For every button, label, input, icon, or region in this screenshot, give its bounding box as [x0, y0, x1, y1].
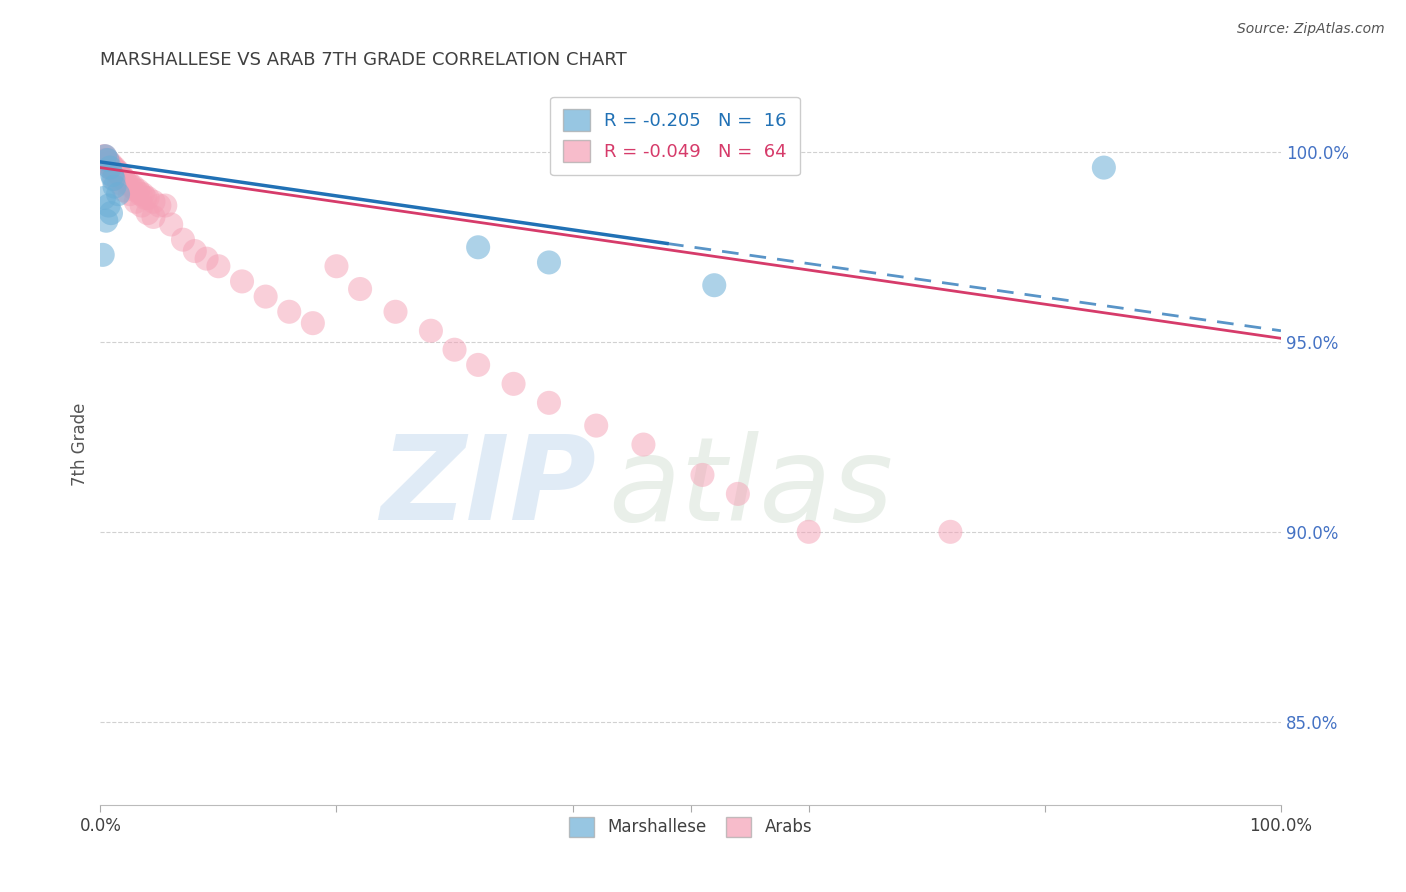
Point — [104, 164, 127, 178]
Point — [125, 183, 148, 197]
Point — [585, 418, 607, 433]
Point — [349, 282, 371, 296]
Point — [118, 176, 141, 190]
Point — [112, 172, 135, 186]
Point — [131, 198, 153, 212]
Point — [97, 157, 120, 171]
Point — [136, 191, 159, 205]
Point — [127, 183, 149, 197]
Point — [96, 213, 118, 227]
Point — [325, 259, 347, 273]
Point — [107, 187, 129, 202]
Point — [467, 358, 489, 372]
Point — [142, 210, 165, 224]
Point — [97, 198, 120, 212]
Point — [105, 164, 128, 178]
Point — [172, 233, 194, 247]
Point — [125, 194, 148, 209]
Point — [100, 157, 122, 171]
Point — [142, 194, 165, 209]
Point — [384, 305, 406, 319]
Point — [98, 157, 121, 171]
Point — [195, 252, 218, 266]
Point — [537, 255, 560, 269]
Point — [110, 168, 132, 182]
Text: Source: ZipAtlas.com: Source: ZipAtlas.com — [1237, 22, 1385, 37]
Point — [703, 278, 725, 293]
Point — [118, 187, 141, 202]
Point — [537, 396, 560, 410]
Point — [96, 153, 118, 167]
Point — [939, 524, 962, 539]
Point — [302, 316, 325, 330]
Point — [184, 244, 207, 258]
Point — [96, 157, 118, 171]
Point — [134, 191, 156, 205]
Point — [93, 149, 115, 163]
Point — [94, 149, 117, 163]
Point — [443, 343, 465, 357]
Point — [120, 179, 142, 194]
Point — [467, 240, 489, 254]
Point — [96, 153, 118, 167]
Point — [94, 153, 117, 167]
Point — [160, 218, 183, 232]
Point — [1092, 161, 1115, 175]
Point — [103, 161, 125, 175]
Point — [110, 168, 132, 182]
Point — [115, 176, 138, 190]
Point — [797, 524, 820, 539]
Point — [207, 259, 229, 273]
Legend: Marshallese, Arabs: Marshallese, Arabs — [562, 810, 820, 844]
Text: atlas: atlas — [607, 431, 893, 545]
Point — [91, 248, 114, 262]
Text: MARSHALLESE VS ARAB 7TH GRADE CORRELATION CHART: MARSHALLESE VS ARAB 7TH GRADE CORRELATIO… — [100, 51, 627, 69]
Point — [107, 164, 129, 178]
Text: ZIP: ZIP — [380, 430, 596, 545]
Point — [129, 187, 152, 202]
Point — [93, 191, 115, 205]
Point — [100, 206, 122, 220]
Point — [98, 161, 121, 175]
Point — [101, 168, 124, 182]
Point — [122, 179, 145, 194]
Point — [231, 274, 253, 288]
Point — [103, 172, 125, 186]
Point — [98, 161, 121, 175]
Point — [148, 198, 170, 212]
Point — [112, 183, 135, 197]
Point — [96, 153, 118, 167]
Point — [108, 176, 131, 190]
Point — [103, 179, 125, 194]
Point — [136, 206, 159, 220]
Point — [103, 172, 125, 186]
Point — [692, 467, 714, 482]
Point — [101, 161, 124, 175]
Point — [155, 198, 177, 212]
Y-axis label: 7th Grade: 7th Grade — [72, 403, 89, 486]
Point — [132, 187, 155, 202]
Point — [108, 168, 131, 182]
Point — [502, 376, 524, 391]
Point — [254, 290, 277, 304]
Point — [419, 324, 441, 338]
Point — [727, 487, 749, 501]
Point — [278, 305, 301, 319]
Point — [94, 149, 117, 163]
Point — [633, 437, 655, 451]
Point — [103, 161, 125, 175]
